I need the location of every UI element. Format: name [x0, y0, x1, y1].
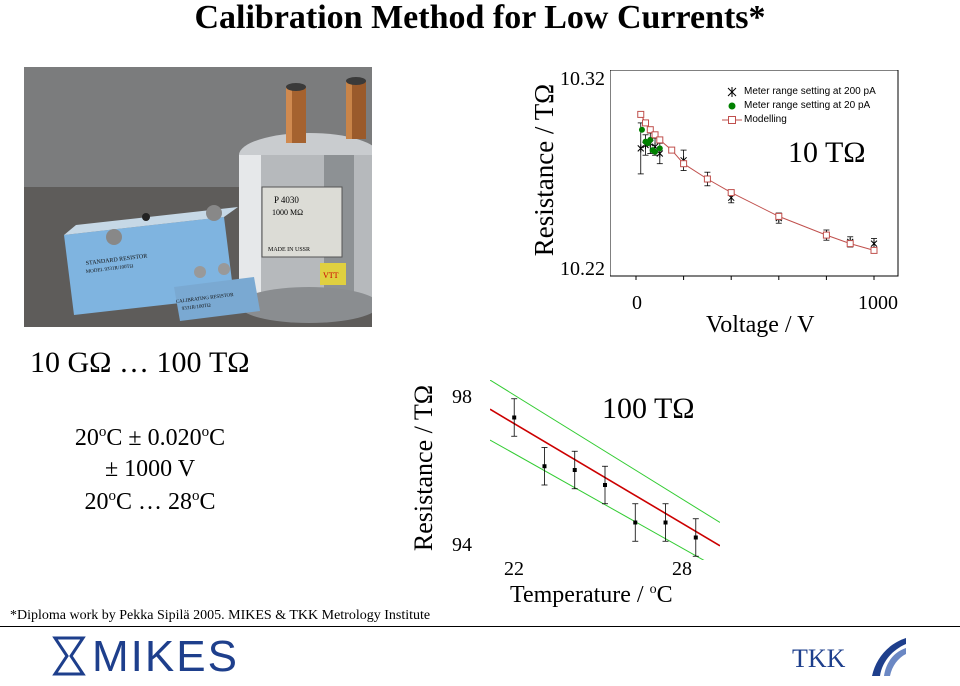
chart2-confidence-line: [490, 380, 720, 523]
legend-entry-200pa: Meter range setting at 200 pA: [744, 86, 876, 97]
legend-entry-modelling: Modelling: [744, 114, 787, 125]
plate-made-text: MADE IN USSR: [268, 247, 310, 253]
tkk-logo-icon: [872, 638, 906, 676]
chart1-point-20pa: [652, 148, 659, 155]
chart2-point: [663, 520, 668, 525]
chart2-x-tick-left: 22: [504, 558, 524, 580]
chart1-point-modelling: [727, 189, 735, 197]
chart2-point: [633, 520, 638, 525]
chart1-point-20pa: [656, 145, 663, 152]
chart1-y-tick-top: 10.32: [560, 68, 605, 90]
chart2-x-tick-right: 28: [672, 558, 692, 580]
temperature-stability-text: 20oC ± 0.020oC: [74, 424, 226, 451]
chart1-point-modelling: [846, 240, 854, 248]
chart1-x-tick-left: 0: [632, 292, 642, 314]
chart1-legend-markers: [722, 87, 742, 124]
chart1-point-200pa: [870, 239, 878, 248]
chart1-point-20pa: [647, 136, 654, 143]
chart1-point-modelling: [775, 212, 783, 220]
slide-title: Calibration Method for Low Currents*: [194, 0, 766, 36]
tkk-logo-text: TKK: [792, 644, 846, 673]
chart1-title: 10 TΩ: [788, 136, 866, 169]
resistor-photo: P 4030 1000 MΩ MADE IN USSR VTT STANDARD…: [24, 67, 372, 327]
chart1-y-tick-bottom: 10.22: [560, 258, 605, 280]
vtt-sticker-text: VTT: [323, 271, 339, 280]
chart1-x-tick-right: 1000: [858, 292, 898, 314]
chart2-point: [512, 415, 517, 420]
footer-divider: [0, 626, 960, 627]
chart1-x-axis-label: Voltage / V: [706, 312, 815, 338]
chart1-point-modelling: [822, 231, 830, 239]
mikes-logo-text: MIKES: [92, 632, 239, 681]
chart2-plot: [490, 380, 720, 560]
chart2-title: 100 TΩ: [602, 392, 695, 425]
chart2-point: [542, 464, 547, 469]
mikes-logo-icon: [52, 636, 86, 676]
chart2-point: [693, 535, 698, 540]
chart1-frame: [610, 70, 899, 277]
chart1-point-modelling: [637, 110, 645, 118]
chart2-confidence-line: [490, 439, 705, 560]
temperature-range-text: 20oC … 28oC: [84, 488, 216, 515]
chart1-point-modelling: [703, 175, 711, 183]
legend-green-dot-marker: [728, 102, 736, 110]
chart1-point-modelling: [680, 160, 688, 168]
chart2-y-tick-bottom: 94: [452, 534, 472, 556]
chart1-point-modelling: [656, 136, 664, 144]
plate-value-text: 1000 MΩ: [272, 208, 303, 217]
chart2-y-tick-top: 98: [452, 386, 472, 408]
chart1-point-200pa: [637, 144, 645, 153]
box1-model-text: MODEL 9331R/100TΩ: [86, 264, 134, 275]
legend-asterisk-marker: [727, 87, 737, 97]
box2-model-text: 9331R/100TΩ: [182, 303, 212, 312]
chart2-point: [603, 483, 607, 487]
resistor-photo-drawing: P 4030 1000 MΩ MADE IN USSR VTT STANDARD…: [24, 67, 372, 327]
chart2-y-axis-label: Resistance / TΩ: [409, 384, 438, 552]
chart1-point-modelling: [642, 119, 650, 127]
chart2-point: [572, 468, 577, 472]
chart1-y-axis-label: Resistance / TΩ: [529, 83, 559, 257]
legend-entry-20pa: Meter range setting at 20 pA: [744, 100, 871, 111]
chart1-plot: [610, 70, 899, 280]
chart1-point-modelling: [870, 246, 878, 254]
chart1-point-modelling: [668, 146, 676, 154]
voltage-range-text: ± 1000 V: [104, 456, 196, 482]
chart1-point-20pa: [638, 126, 645, 133]
footnote: *Diploma work by Pekka Sipilä 2005. MIKE…: [10, 608, 431, 623]
chart1-modelling-line: [640, 114, 875, 251]
chart1-point-modelling: [651, 131, 659, 139]
legend-square-marker: [728, 116, 736, 124]
chart1-point-modelling: [646, 126, 654, 134]
chart2-x-axis-label: Temperature / oC: [510, 582, 673, 608]
resistance-range-text: 10 GΩ … 100 TΩ: [30, 346, 250, 379]
plate-model-text: P 4030: [274, 195, 299, 205]
